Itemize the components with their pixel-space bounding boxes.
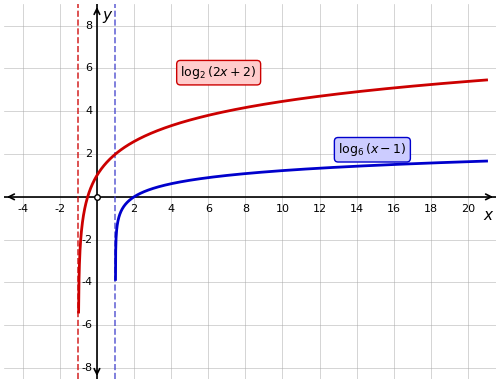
Text: y: y [102,8,112,23]
Text: -4: -4 [17,205,28,214]
Text: -4: -4 [81,278,92,288]
Text: 2: 2 [85,149,92,159]
Text: 12: 12 [312,205,326,214]
Text: 2: 2 [130,205,138,214]
Text: 14: 14 [350,205,364,214]
Text: 20: 20 [461,205,475,214]
Text: $\log_2(2x + 2)$: $\log_2(2x + 2)$ [180,64,257,81]
Text: 6: 6 [205,205,212,214]
Text: x: x [483,208,492,223]
Text: $\log_6(x - 1)$: $\log_6(x - 1)$ [338,141,406,158]
Text: -2: -2 [81,235,92,245]
Text: 10: 10 [276,205,289,214]
Text: 8: 8 [85,21,92,31]
Text: 4: 4 [168,205,174,214]
Text: -8: -8 [81,363,92,373]
Text: -2: -2 [54,205,66,214]
Text: 8: 8 [242,205,249,214]
Text: 18: 18 [424,205,438,214]
Text: 6: 6 [86,64,92,74]
Text: 4: 4 [85,106,92,116]
Text: -6: -6 [82,320,92,330]
Text: 16: 16 [387,205,401,214]
